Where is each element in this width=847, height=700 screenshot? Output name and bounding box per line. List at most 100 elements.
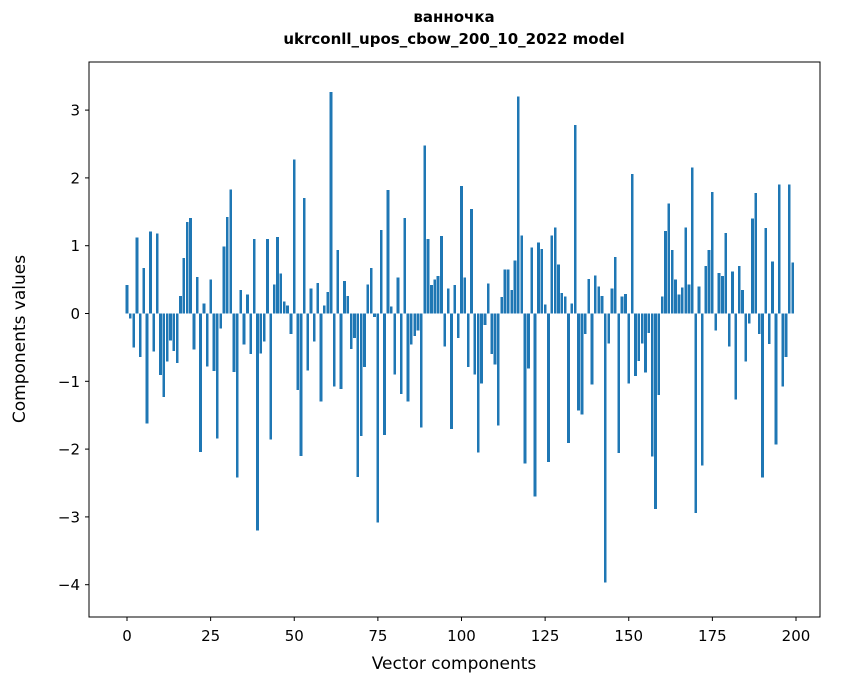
bar: [647, 313, 651, 334]
tick-label: 200: [782, 627, 811, 645]
bar: [506, 269, 510, 314]
bar: [205, 313, 209, 367]
bar: [256, 313, 259, 531]
bar: [426, 238, 430, 314]
bar: [179, 295, 182, 314]
bar: [473, 313, 477, 375]
bar: [236, 313, 239, 478]
bar: [460, 186, 463, 314]
bar: [597, 286, 600, 314]
bar: [540, 249, 544, 314]
bar: [771, 261, 774, 314]
tick-label: −1: [58, 373, 80, 391]
bar: [567, 313, 570, 443]
bar: [573, 125, 577, 314]
bar: [553, 227, 557, 314]
tick-label: 1: [70, 237, 80, 255]
bar: [513, 260, 517, 314]
y-axis-label: Components values: [10, 255, 30, 423]
bar: [660, 296, 664, 314]
bar: [761, 313, 764, 478]
bar: [189, 217, 192, 314]
bar: [159, 313, 162, 376]
bar: [603, 313, 607, 583]
bar: [670, 249, 674, 314]
bar: [279, 273, 283, 314]
bar: [496, 313, 500, 426]
bar: [195, 276, 199, 314]
bar: [493, 313, 497, 365]
bar: [393, 313, 396, 375]
bar: [637, 313, 641, 361]
bar: [286, 305, 289, 314]
bar: [399, 313, 403, 395]
bar: [376, 313, 380, 523]
bar: [787, 184, 791, 314]
tick-label: 0: [122, 627, 132, 645]
bar: [563, 296, 567, 314]
bar: [767, 313, 771, 345]
bar: [630, 173, 634, 314]
bar: [396, 277, 400, 314]
plot-border: [88, 61, 821, 618]
bar: [336, 249, 340, 314]
bar: [333, 313, 336, 387]
bar: [664, 230, 667, 314]
bar: [389, 306, 393, 314]
tick-label: 150: [614, 627, 643, 645]
bar: [727, 313, 731, 347]
bar: [329, 91, 333, 314]
bar: [781, 313, 784, 387]
bar: [209, 279, 212, 314]
bar: [456, 313, 460, 338]
bar: [550, 235, 554, 314]
bar: [667, 203, 671, 314]
bar: [272, 284, 276, 314]
bar: [262, 313, 266, 342]
bar: [239, 289, 243, 314]
bar: [704, 266, 708, 314]
bar: [607, 313, 611, 344]
bar: [165, 313, 169, 362]
bar: [155, 233, 159, 314]
bar: [185, 221, 189, 314]
bar: [714, 313, 718, 331]
bar: [470, 209, 473, 314]
bar: [510, 289, 514, 314]
bar: [219, 313, 223, 329]
bar: [680, 287, 684, 314]
bar: [266, 238, 269, 314]
bar: [323, 305, 326, 314]
bar: [349, 313, 353, 349]
bar: [791, 262, 795, 314]
bar: [423, 145, 427, 314]
bar: [486, 283, 490, 314]
bar: [737, 266, 741, 314]
bar: [674, 279, 677, 314]
bar: [500, 297, 503, 314]
bar: [172, 313, 176, 351]
bar: [700, 313, 704, 466]
x-axis-label: Vector components: [372, 654, 537, 674]
bar: [483, 313, 487, 326]
bar: [326, 291, 330, 314]
bars-group: [125, 91, 795, 583]
bar: [466, 313, 470, 368]
bar: [694, 313, 697, 513]
bar: [252, 238, 256, 314]
bar: [490, 313, 493, 355]
bar: [420, 313, 423, 428]
chart-subtitle: ukrconll_upos_cbow_200_10_2022 model: [283, 30, 624, 48]
bar: [222, 246, 226, 314]
bar: [757, 313, 761, 334]
bar: [634, 313, 637, 376]
bar: [229, 189, 233, 314]
bar: [212, 313, 216, 372]
bar: [731, 271, 734, 314]
bar: [316, 282, 320, 314]
bar: [409, 313, 413, 345]
tick-label: 125: [531, 627, 560, 645]
bar: [476, 313, 480, 453]
